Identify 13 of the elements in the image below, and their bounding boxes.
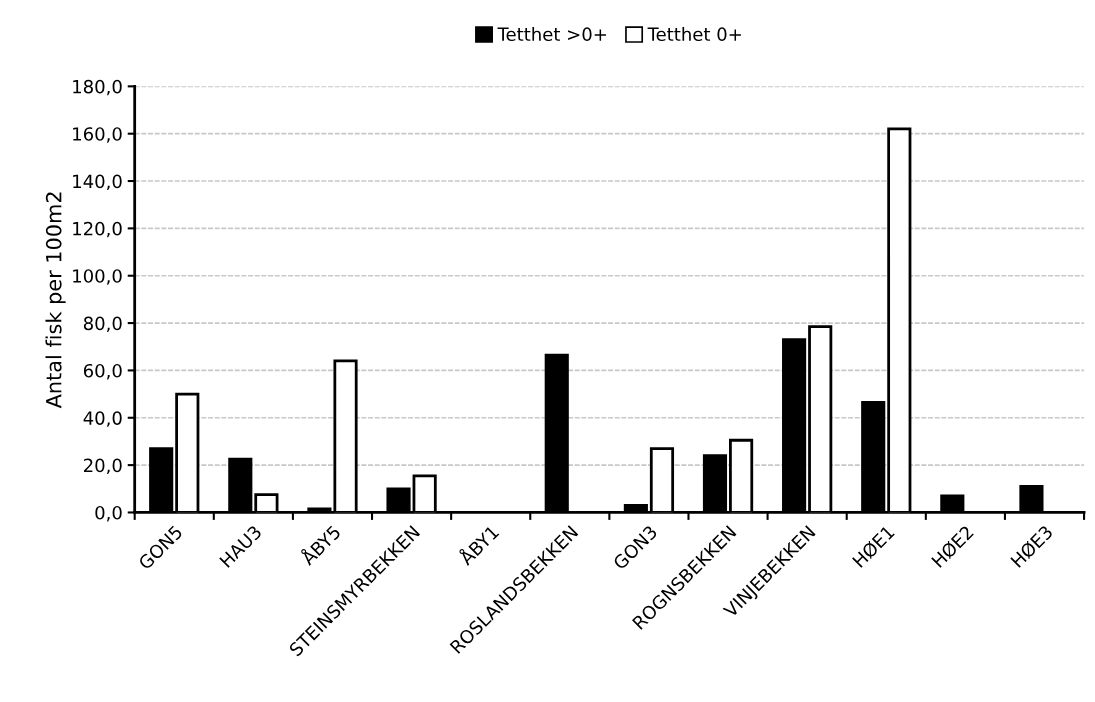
y-tick-label: 180,0 — [73, 79, 122, 96]
y-tick-label: 100,0 — [73, 269, 122, 285]
y-tick-label: 20,0 — [84, 458, 122, 475]
y-tick-label: 80,0 — [83, 316, 122, 333]
y-tick-label: 40,0 — [83, 411, 122, 427]
y-tick-label: 0,0 — [95, 505, 122, 522]
legend-label: Tetthet 0+ — [647, 27, 741, 42]
y-tick-label: 160,0 — [73, 127, 122, 143]
legend-label: Tetthet >0+ — [497, 27, 606, 42]
y-tick-label: 60,0 — [83, 363, 122, 380]
y-axis-title: Antal fisk per 100m2 — [45, 192, 66, 409]
y-tick-label: 120,0 — [73, 221, 122, 238]
y-tick-label: 140,0 — [73, 174, 122, 190]
